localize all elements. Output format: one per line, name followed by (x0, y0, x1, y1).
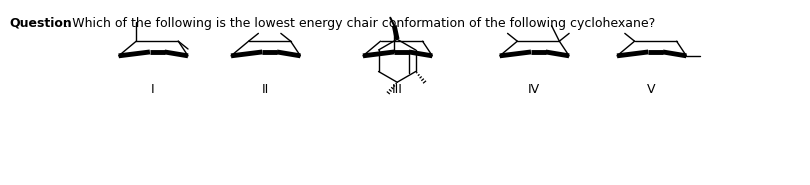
Text: II: II (262, 83, 269, 96)
Text: Question: Question (9, 17, 72, 30)
Text: III: III (392, 83, 403, 96)
Text: IV: IV (528, 83, 540, 96)
Text: I: I (151, 83, 155, 96)
Text: V: V (647, 83, 655, 96)
Text: : Which of the following is the lowest energy chair conformation of the followin: : Which of the following is the lowest e… (60, 17, 655, 30)
